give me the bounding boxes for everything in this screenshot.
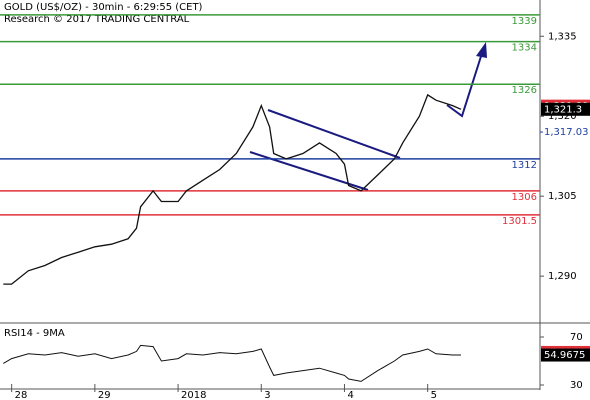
price-label: 1,321.3	[544, 104, 582, 115]
y-tick-label: 1,305	[548, 191, 577, 202]
price-line	[3, 93, 462, 285]
x-tick-label: 2018	[181, 390, 206, 400]
level-label: 1306	[512, 192, 537, 203]
rsi-label-box	[541, 348, 590, 362]
price-label: 1,317.03	[544, 127, 589, 138]
level-label: 1326	[512, 85, 537, 96]
x-tick-label: 4	[347, 390, 353, 400]
rsi-title: RSI14 - 9MA	[4, 328, 65, 339]
rsi-label: 54.9675	[544, 350, 585, 361]
arrow-head	[476, 42, 487, 58]
level-label: 1312	[512, 160, 537, 171]
rsi-tick-label: 30	[570, 380, 583, 391]
y-tick-label: 1,335	[548, 31, 577, 42]
price-label-box	[541, 102, 590, 116]
rsi-line	[3, 344, 461, 382]
chart-subtitle: Research © 2017 TRADING CENTRAL	[4, 14, 190, 25]
level-label: 1339	[512, 16, 537, 27]
level-label: 1334	[512, 43, 537, 54]
x-tick-label: 5	[431, 390, 437, 400]
channel-upper	[267, 109, 401, 159]
level-label: 1301.5	[502, 216, 537, 227]
chart-title: GOLD (US$/OZ) - 30min - 6:29:55 (CET)	[4, 2, 203, 13]
x-tick-label: 3	[264, 390, 270, 400]
x-tick-label: 28	[15, 390, 28, 400]
x-tick-label: 29	[98, 390, 111, 400]
y-tick-label: 1,320	[548, 111, 577, 122]
projection-arrow	[446, 49, 484, 118]
y-tick-label: 1,290	[548, 271, 577, 282]
rsi-tick-label: 70	[570, 332, 583, 343]
